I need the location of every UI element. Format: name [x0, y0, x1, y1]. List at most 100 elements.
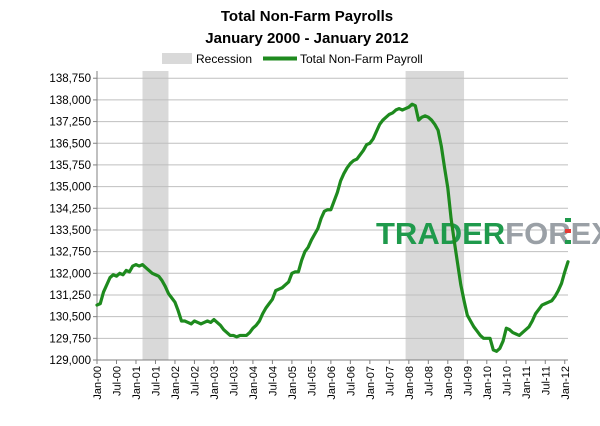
data-point — [96, 304, 98, 306]
data-point — [187, 321, 189, 324]
data-point — [138, 265, 140, 267]
data-point — [119, 272, 121, 274]
data-point — [197, 321, 199, 324]
data-point — [236, 336, 238, 338]
data-point — [294, 271, 296, 273]
data-point — [245, 334, 248, 337]
data-point — [460, 284, 462, 286]
x-tick-label: Jul-04 — [267, 366, 279, 396]
data-point — [424, 115, 426, 117]
data-point — [132, 265, 134, 267]
data-point — [473, 326, 475, 328]
watermark-icon-bar — [565, 218, 571, 222]
x-tick-label: Jan-11 — [521, 366, 533, 399]
x-tick-label: Jul-09 — [462, 366, 474, 396]
data-point — [314, 233, 316, 235]
data-point — [323, 210, 325, 212]
x-tick-label: Jan-12 — [560, 366, 572, 400]
data-point — [512, 331, 514, 334]
y-tick-label: 131,250 — [49, 290, 91, 302]
data-point — [456, 262, 459, 264]
data-point — [375, 131, 377, 133]
x-tick-labels: Jan-00 Jul-00 Jan-01 Jul-01 Jan-02 Jul-02 Jan-… — [92, 360, 572, 400]
data-point — [499, 347, 501, 350]
data-point — [366, 144, 368, 146]
data-point — [278, 288, 280, 290]
data-point — [340, 180, 342, 182]
data-point — [564, 271, 566, 273]
data-point — [262, 313, 264, 315]
data-point — [362, 149, 364, 152]
data-point — [99, 303, 101, 305]
recession-bands — [142, 71, 465, 360]
x-tick-label: Jan-02 — [170, 366, 182, 400]
watermark-trader: TRADER — [376, 216, 505, 251]
data-point — [560, 282, 563, 285]
data-point — [479, 334, 481, 337]
data-point — [268, 303, 270, 305]
data-point — [216, 321, 218, 324]
data-point — [414, 105, 416, 107]
y-tick-label: 134,250 — [49, 203, 91, 215]
data-point — [190, 323, 192, 325]
x-tick-label: Jul-10 — [501, 366, 513, 396]
data-point — [408, 106, 410, 108]
data-point — [538, 308, 540, 311]
data-point — [453, 240, 455, 243]
data-point — [304, 251, 306, 253]
data-point — [518, 334, 520, 337]
data-point — [288, 281, 290, 283]
x-tick-label: Jul-01 — [150, 366, 162, 396]
data-point — [443, 167, 446, 169]
data-point — [249, 331, 251, 334]
y-tick-label: 137,250 — [49, 117, 91, 129]
data-point — [469, 320, 472, 322]
data-point — [336, 191, 338, 193]
data-point — [310, 239, 312, 241]
data-point — [106, 284, 108, 286]
y-tick-label: 135,000 — [49, 182, 91, 194]
data-point — [161, 279, 163, 282]
data-point — [417, 119, 420, 121]
data-point — [232, 334, 235, 337]
data-point — [125, 269, 127, 272]
watermark: TRADERFOREX — [376, 216, 600, 251]
data-point — [544, 303, 546, 305]
data-point — [333, 200, 335, 202]
x-tick-label: Jul-08 — [423, 366, 435, 396]
y-tick-label: 129,000 — [49, 355, 91, 367]
data-point — [557, 290, 559, 292]
watermark-icon-bar — [565, 229, 571, 233]
watermark-icon-bar — [565, 240, 571, 244]
data-point — [547, 301, 550, 303]
axes — [96, 71, 568, 361]
data-point — [184, 320, 186, 322]
x-tick-label: Jan-06 — [326, 366, 338, 400]
data-point — [317, 227, 319, 230]
x-tick-label: Jul-11 — [540, 366, 552, 395]
data-point — [158, 275, 160, 277]
data-point — [330, 209, 332, 211]
data-point — [297, 271, 299, 273]
data-point — [495, 350, 498, 352]
x-tick-label: Jul-02 — [189, 366, 201, 396]
data-point — [531, 320, 533, 322]
data-point — [281, 287, 283, 289]
data-point — [356, 158, 358, 160]
data-point — [440, 145, 442, 147]
x-tick-label: Jan-05 — [287, 366, 299, 400]
data-point — [492, 349, 494, 351]
watermark-text: TRADERFOREX — [376, 216, 600, 251]
data-point — [255, 324, 257, 326]
y-tick-label: 133,500 — [49, 225, 91, 237]
data-point — [343, 172, 345, 175]
y-tick-label: 138,000 — [49, 95, 91, 107]
data-point — [112, 274, 114, 276]
data-point — [219, 324, 222, 326]
data-point — [213, 318, 215, 321]
data-point — [229, 334, 231, 337]
x-tick-label: Jan-03 — [209, 366, 221, 400]
data-point — [466, 314, 468, 316]
data-point — [174, 301, 176, 303]
